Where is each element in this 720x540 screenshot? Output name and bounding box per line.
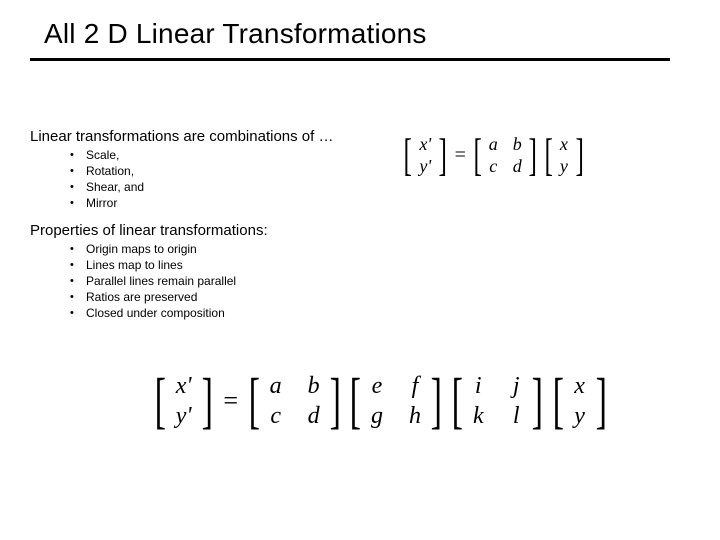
eq-cell: h [404,401,426,431]
eq-cell: i [467,371,489,401]
eq-cell: l [505,401,527,431]
section2-list: Origin maps to origin Lines map to lines… [30,241,390,321]
section-properties: Properties of linear transformations: Or… [30,222,390,321]
list-item: Origin maps to origin [70,241,390,257]
eq-cell: c [485,155,501,177]
eq-cell: x' [415,133,435,155]
eq-cell: d [303,401,325,431]
eq-cell: x [556,133,572,155]
equals-sign: = [451,144,470,167]
eq-cell: x' [171,371,197,401]
eq-cell: y' [171,401,197,431]
eq-cell: a [265,371,287,401]
eq-cell: x [569,371,591,401]
page-title: All 2 D Linear Transformations [44,18,427,50]
equals-sign: = [217,386,244,416]
list-item: Lines map to lines [70,257,390,273]
eq-cell: y [569,401,591,431]
eq-cell: f [404,371,426,401]
section-combinations: Linear transformations are combinations … [30,128,390,211]
list-item: Parallel lines remain parallel [70,273,390,289]
eq-cell: b [303,371,325,401]
list-item: Closed under composition [70,305,390,321]
eq-cell: b [509,133,525,155]
section1-heading: Linear transformations are combinations … [30,128,390,145]
eq-cell: g [366,401,388,431]
title-underline [30,58,670,61]
equation-2x2: [ x' y' ] = [ a c b d ] [ x y ] [400,132,587,178]
equation-composed: [ x' y' ] = [ a c b d ] [ e g [150,370,611,432]
eq-cell: j [505,371,527,401]
list-item: Rotation, [70,163,390,179]
eq-cell: a [485,133,501,155]
list-item: Scale, [70,147,390,163]
eq-cell: y [556,155,572,177]
list-item: Ratios are preserved [70,289,390,305]
list-item: Shear, and [70,179,390,195]
eq-cell: e [366,371,388,401]
eq-cell: k [467,401,489,431]
list-item: Mirror [70,195,390,211]
eq-cell: y' [415,155,435,177]
section1-list: Scale, Rotation, Shear, and Mirror [30,147,390,211]
section2-heading: Properties of linear transformations: [30,222,390,239]
eq-cell: d [509,155,525,177]
eq-cell: c [265,401,287,431]
slide: All 2 D Linear Transformations Linear tr… [0,0,720,540]
